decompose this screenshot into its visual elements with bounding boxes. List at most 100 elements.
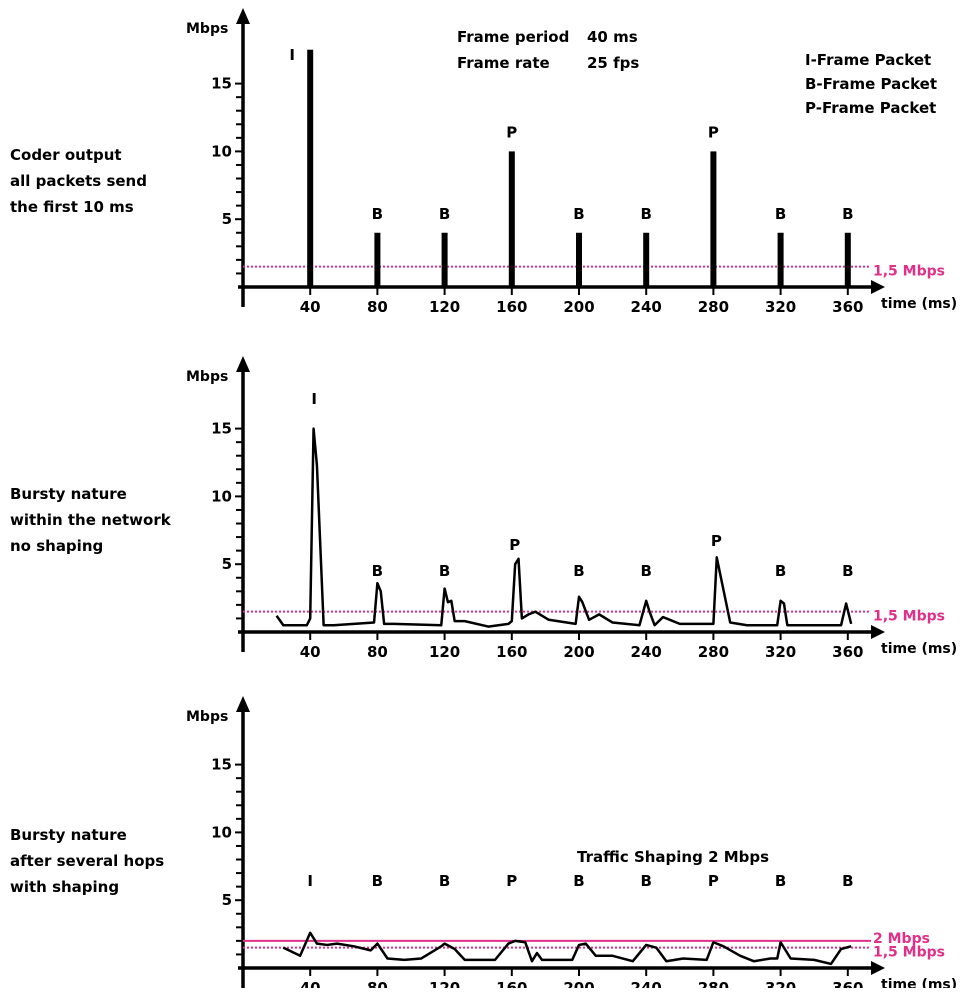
panel-3-y-tick-label-5: 5 xyxy=(222,891,232,909)
panel-1-x-tick-label-80: 80 xyxy=(367,298,388,316)
panel-1-bar-7 xyxy=(710,151,717,287)
panel-1-x-tick-label-40: 40 xyxy=(300,298,321,316)
panel-3-y-tick-label-15: 15 xyxy=(211,756,232,774)
traffic-shaping-note: Traffic Shaping 2 Mbps xyxy=(577,848,770,866)
panel-3-frame-label-2: B xyxy=(372,872,383,890)
frame-rate-row: Frame rate 25 fps xyxy=(457,50,639,76)
panel-2-x-tick-label-120: 120 xyxy=(429,643,460,661)
panel-3-x-tick-label-280: 280 xyxy=(698,979,729,988)
panel-1-x-axis-label: time (ms) xyxy=(881,296,957,312)
panel-3-x-tick-label-320: 320 xyxy=(765,979,796,988)
panel-1-x-tick-label-200: 200 xyxy=(563,298,594,316)
panel-1-ref-label-1: 1,5 Mbps xyxy=(873,264,945,280)
panel-3-x-tick-label-360: 360 xyxy=(832,979,863,988)
panel-2-frame-label-6: B xyxy=(640,562,651,580)
legend-p-frame: P-Frame Packet xyxy=(805,99,937,117)
panel-3-x-axis-label: time (ms) xyxy=(881,977,957,988)
panel-2-frame-label-9: B xyxy=(842,562,853,580)
panel-2-x-tick-label-320: 320 xyxy=(765,643,796,661)
panel-1-bar-label-1: I xyxy=(289,46,295,64)
panel-2-y-axis-label: Mbps xyxy=(186,369,228,385)
legend-b-frame: B-Frame Packet xyxy=(805,75,938,93)
panel-2-frame-label-2: B xyxy=(372,562,383,580)
panel-3-x-tick-label-240: 240 xyxy=(631,979,662,988)
panel-1-x-tick-label-240: 240 xyxy=(631,298,662,316)
panel-2-frame-label-8: B xyxy=(775,562,786,580)
panel-1-bar-3 xyxy=(441,232,448,287)
panel-1-y-axis-arrow xyxy=(236,8,250,24)
panel-1-x-tick-label-280: 280 xyxy=(698,298,729,316)
panel-3-frame-label-8: B xyxy=(775,872,786,890)
panel-1-x-tick-label-120: 120 xyxy=(429,298,460,316)
panel-3-x-tick-label-160: 160 xyxy=(496,979,527,988)
panel-3-frame-label-3: B xyxy=(439,872,450,890)
panel-1-bar-label-2: B xyxy=(372,205,383,223)
panel-2-frame-label-7: P xyxy=(711,532,722,550)
panel-2-frame-label-1: I xyxy=(311,390,317,408)
panel-3-frame-label-5: B xyxy=(573,872,584,890)
panel-2-frame-label-4: P xyxy=(509,536,520,554)
legend-i-frame: I-Frame Packet xyxy=(805,51,932,69)
panel-2-ref-label-1: 1,5 Mbps xyxy=(873,609,945,625)
panel-2-x-tick-label-200: 200 xyxy=(563,643,594,661)
frame-period-row: Frame period 40 ms xyxy=(457,24,639,50)
panel-1-bar-label-5: B xyxy=(573,205,584,223)
panel-2-y-tick-label-15: 15 xyxy=(211,420,232,438)
panel-2-x-tick-label-280: 280 xyxy=(698,643,729,661)
panel-1-side-label: Coder output all packets send the first … xyxy=(10,146,147,216)
panel-3-frame-label-9: B xyxy=(842,872,853,890)
panel-3-y-axis-label: Mbps xyxy=(186,709,228,725)
panel-1-bar-label-9: B xyxy=(842,205,853,223)
panel-2-side-label: Bursty nature within the network no shap… xyxy=(10,485,171,555)
frame-period-label: Frame period xyxy=(457,28,570,46)
panel-2-y-tick-label-5: 5 xyxy=(222,555,232,573)
panel-3-y-tick-label-10: 10 xyxy=(211,823,232,841)
panel-3-side-label: Bursty nature after several hops with sh… xyxy=(10,826,165,896)
panel-3-frame-label-1: I xyxy=(307,872,313,890)
panel-2-x-tick-label-160: 160 xyxy=(496,643,527,661)
panel-1-x-tick-label-320: 320 xyxy=(765,298,796,316)
panel-1-bar-9 xyxy=(844,232,851,287)
panel-3-frame-label-6: B xyxy=(640,872,651,890)
panel-2-frame-label-5: B xyxy=(573,562,584,580)
panel-2-x-tick-label-80: 80 xyxy=(367,643,388,661)
panel-2-x-axis-arrow xyxy=(871,625,885,639)
frame-period-value: 40 ms xyxy=(587,28,638,46)
panel-2-x-tick-label-360: 360 xyxy=(832,643,863,661)
panel-1-x-tick-label-360: 360 xyxy=(832,298,863,316)
panel-1-bar-1 xyxy=(307,49,314,288)
frame-info: Frame period 40 ms Frame rate 25 fps xyxy=(457,24,639,76)
panel-1-bar-label-6: B xyxy=(640,205,651,223)
panel-3-x-tick-label-120: 120 xyxy=(429,979,460,988)
panel-1-x-axis-arrow xyxy=(871,280,885,294)
frame-legend: I-Frame Packet B-Frame Packet P-Frame Pa… xyxy=(805,48,937,120)
panel-3-series-line xyxy=(282,931,852,966)
panel-1-bar-4 xyxy=(508,151,515,287)
panel-2-y-tick-label-10: 10 xyxy=(211,487,232,505)
panel-1-bar-label-3: B xyxy=(439,205,450,223)
panel-3-x-tick-label-200: 200 xyxy=(563,979,594,988)
panel-3-x-tick-label-80: 80 xyxy=(367,979,388,988)
panel-1-bar-5 xyxy=(576,232,582,287)
panel-3-frame-label-7: P xyxy=(708,872,719,890)
panel-2-x-axis-label: time (ms) xyxy=(881,641,957,657)
panel-1-x-tick-label-160: 160 xyxy=(496,298,527,316)
panel-2-x-tick-label-240: 240 xyxy=(631,643,662,661)
panel-1-bar-6 xyxy=(643,232,650,287)
panel-3-x-tick-label-40: 40 xyxy=(300,979,321,988)
panel-1-bar-2 xyxy=(374,232,381,287)
panel-1-y-tick-label-10: 10 xyxy=(211,142,232,160)
panel-3-frame-label-4: P xyxy=(506,872,517,890)
panel-3-y-axis-arrow xyxy=(236,696,250,712)
frame-rate-label: Frame rate xyxy=(457,54,550,72)
panel-3-ref-label-1: 2 Mbps xyxy=(873,931,930,947)
panel-1-bar-label-7: P xyxy=(708,123,719,141)
panel-2-y-axis-arrow xyxy=(236,356,250,372)
panel-1-bar-8 xyxy=(777,232,784,287)
panel-2-frame-label-3: B xyxy=(439,562,450,580)
panel-3-x-axis-arrow xyxy=(871,961,885,975)
panel-1-bar-label-4: P xyxy=(506,123,517,141)
panel-1-y-tick-label-5: 5 xyxy=(222,210,232,228)
panel-1-y-tick-label-15: 15 xyxy=(211,75,232,93)
panel-3-ref-label-2: 1,5 Mbps xyxy=(873,945,945,961)
